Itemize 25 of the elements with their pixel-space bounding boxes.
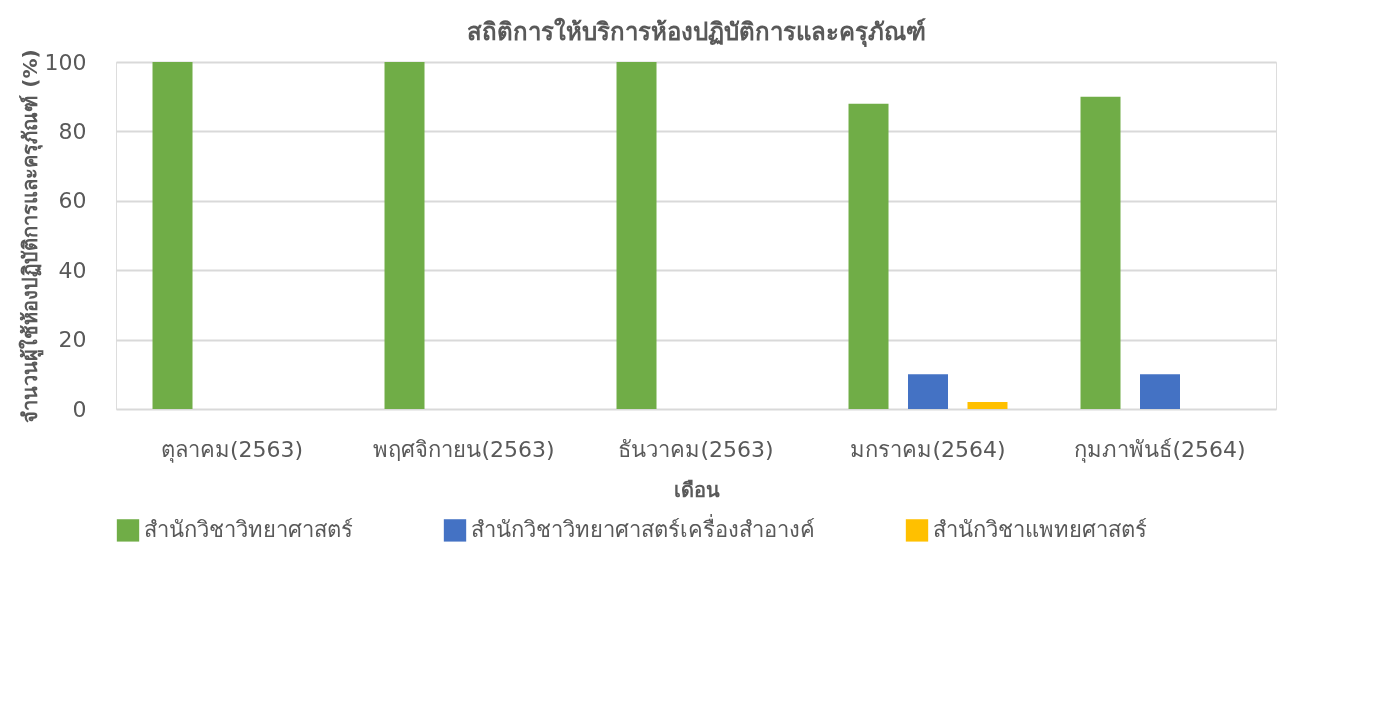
y-tick-label: 40 [58,257,87,283]
x-tick-label: พฤศจิกายน(2563) [373,436,555,462]
bar [1140,374,1180,409]
x-tick-label: กุมภาพันธ์(2564) [1074,436,1246,463]
y-tick-label: 0 [72,396,87,422]
y-axis-title: จำนวนผู้ใช้ห้องปฏิบัติการและครุภัณฑ์ (%) [17,49,44,423]
bar [967,402,1008,409]
chart-title: สถิติการให้บริการห้องปฏิบัติการและครุภัณฑ์ [466,16,926,48]
x-tick-label: มกราคม(2564) [850,436,1006,462]
x-tick-label: ตุลาคม(2563) [160,436,304,463]
legend-label: สำนักวิชาวิทยาศาสตร์ [144,517,353,543]
bar [908,374,948,409]
bar [1080,96,1121,409]
bar [152,62,193,409]
y-tick-label: 100 [44,49,87,75]
y-tick-label: 20 [58,327,87,353]
bar [384,62,425,409]
bar [848,103,889,409]
x-axis-title: เดือน [673,477,720,502]
legend-label: สำนักวิชาแพทยศาสตร์ [933,517,1147,543]
legend-label: สำนักวิชาวิทยาศาสตร์เครื่องสำอางค์ [471,514,815,543]
bar [616,62,657,409]
y-tick-label: 80 [58,118,87,144]
x-tick-label: ธันวาคม(2563) [618,436,774,462]
y-tick-label: 60 [58,188,87,214]
